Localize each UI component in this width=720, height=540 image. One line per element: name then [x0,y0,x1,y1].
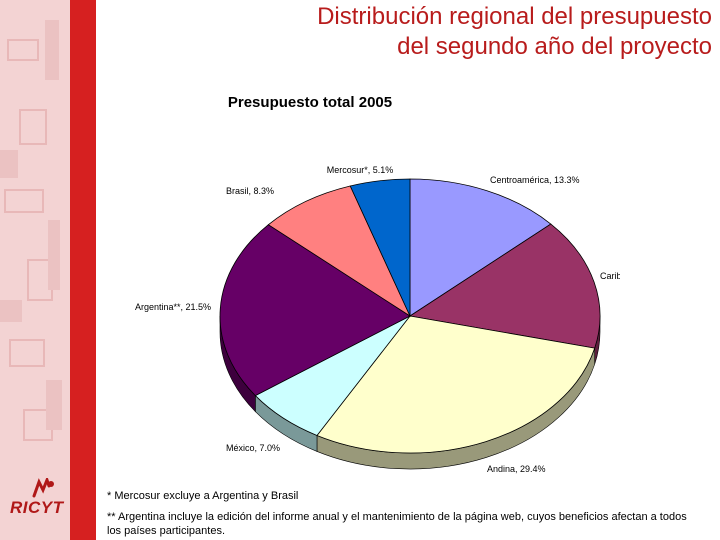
pie-label-argentina: Argentina**, 21.5% [135,302,211,312]
footnote-argentina: ** Argentina incluye la edición del info… [107,511,687,537]
chart-title: Presupuesto total 2005 [228,94,392,111]
decorative-pattern [0,20,62,441]
ricyt-logo-text: RICYT [10,498,64,517]
budget-pie-chart: Presupuesto total 2005 Centroamérica, 13… [135,94,620,474]
pie-slice-centroamerica [409,178,552,317]
pie-labels: Centroamérica, 13.3% Caribe, 15.5% Andina,… [135,165,620,474]
pie-slice-caribe [408,223,601,349]
footnote-mercosur: * Mercosur excluye a Argentina y Brasil [107,490,299,502]
ricyt-logo-mark-icon [32,478,54,498]
pie-label-mercosur: Mercosur*, 5.1% [327,165,394,175]
pie-slices [219,178,601,454]
page-title-line-2: del segundo año del proyecto [397,33,712,60]
pie-label-caribe: Caribe, 15.5% [600,271,620,281]
pie-label-andina: Andina, 29.4% [487,464,546,474]
pie-slice-mercosur [349,178,411,317]
pie-slice-andina [316,315,596,454]
pie-label-brasil: Brasil, 8.3% [226,186,274,196]
ricyt-logo: RICYT [8,478,68,522]
pie-slice-argentina [219,224,411,397]
red-accent-bar [70,0,96,540]
page-title-line-1: Distribución regional del presupuesto [317,3,712,30]
pie-label-centroamerica: Centroamérica, 13.3% [490,175,580,185]
page-title: Distribución regional del presupuesto de… [112,2,712,62]
pie-slice-brasil [267,185,411,318]
pie-label-mexico: México, 7.0% [226,443,280,453]
